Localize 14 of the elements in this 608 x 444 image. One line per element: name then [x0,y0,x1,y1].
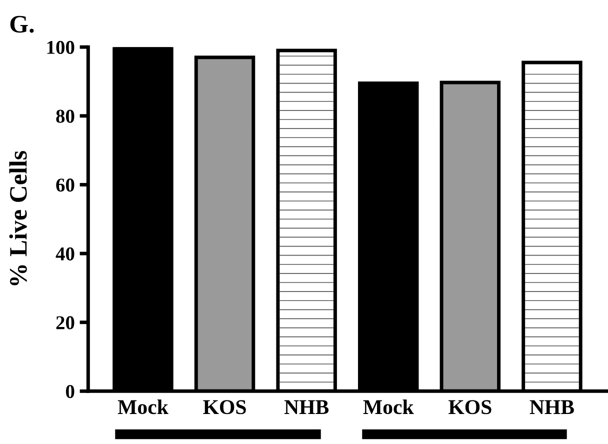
y-tick-label: 100 [47,40,74,54]
y-tick-label: 80 [56,110,74,123]
y-tick-label: 20 [56,316,74,330]
y-tick-label: 40 [56,247,74,260]
y-tick-label: 0 [66,384,74,398]
y-tick-label: 60 [56,178,74,192]
chart-title: G. [10,16,34,33]
x-tick-label: NHB [530,400,574,414]
x-tick-label: Mock [118,399,168,414]
x-tick-label: KOS [448,400,492,414]
x-tick-label: Mock [363,399,414,414]
y-axis-title: % Live Cells [9,150,27,286]
x-tick-label: NHB [284,400,329,414]
x-tick-label: KOS [203,400,246,414]
